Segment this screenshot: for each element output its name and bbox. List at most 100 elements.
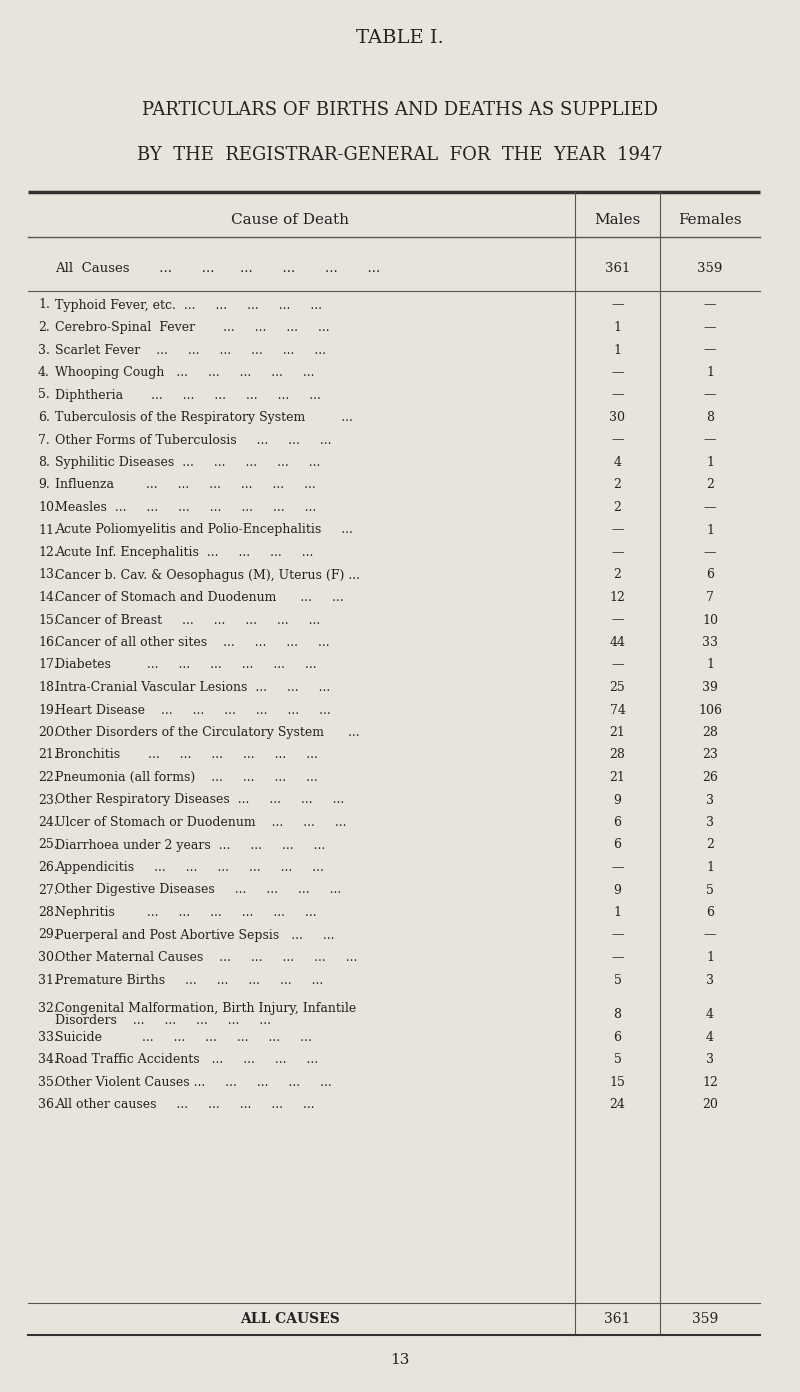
Text: 5.: 5. xyxy=(38,388,50,401)
Text: Other Violent Causes ...     ...     ...     ...     ...: Other Violent Causes ... ... ... ... ... xyxy=(55,1076,332,1089)
Text: —: — xyxy=(611,546,624,560)
Text: —: — xyxy=(704,546,716,560)
Text: 1: 1 xyxy=(614,344,622,356)
Text: —: — xyxy=(704,388,716,401)
Text: Appendicitis     ...     ...     ...     ...     ...     ...: Appendicitis ... ... ... ... ... ... xyxy=(55,862,324,874)
Text: 1: 1 xyxy=(614,322,622,334)
Text: 9.: 9. xyxy=(38,479,50,491)
Text: Males: Males xyxy=(594,213,641,227)
Text: 4: 4 xyxy=(614,457,622,469)
Text: 1: 1 xyxy=(706,523,714,536)
Text: 22.: 22. xyxy=(38,771,58,784)
Text: 6: 6 xyxy=(614,816,622,830)
Text: Nephritis        ...     ...     ...     ...     ...     ...: Nephritis ... ... ... ... ... ... xyxy=(55,906,317,919)
Text: 361: 361 xyxy=(605,263,630,276)
Text: 21.: 21. xyxy=(38,749,58,761)
Text: Cancer of Breast     ...     ...     ...     ...     ...: Cancer of Breast ... ... ... ... ... xyxy=(55,614,320,626)
Text: 26.: 26. xyxy=(38,862,58,874)
Text: Heart Disease    ...     ...     ...     ...     ...     ...: Heart Disease ... ... ... ... ... ... xyxy=(55,703,330,717)
Text: 18.: 18. xyxy=(38,681,58,695)
Text: 9: 9 xyxy=(614,884,622,896)
Text: TABLE I.: TABLE I. xyxy=(356,29,444,47)
Text: 7: 7 xyxy=(706,592,714,604)
Text: —: — xyxy=(611,928,624,941)
Text: Tuberculosis of the Respiratory System         ...: Tuberculosis of the Respiratory System .… xyxy=(55,411,353,425)
Text: Cancer of Stomach and Duodenum      ...     ...: Cancer of Stomach and Duodenum ... ... xyxy=(55,592,344,604)
Text: 20: 20 xyxy=(702,1098,718,1111)
Text: BY  THE  REGISTRAR-GENERAL  FOR  THE  YEAR  1947: BY THE REGISTRAR-GENERAL FOR THE YEAR 19… xyxy=(137,146,663,164)
Text: 24: 24 xyxy=(610,1098,626,1111)
Text: —: — xyxy=(704,433,716,447)
Text: 7.: 7. xyxy=(38,433,50,447)
Text: 1: 1 xyxy=(706,457,714,469)
Text: ALL CAUSES: ALL CAUSES xyxy=(240,1313,340,1327)
Text: Disorders    ...     ...     ...     ...     ...: Disorders ... ... ... ... ... xyxy=(55,1013,271,1027)
Text: Ulcer of Stomach or Duodenum    ...     ...     ...: Ulcer of Stomach or Duodenum ... ... ... xyxy=(55,816,346,830)
Text: 25: 25 xyxy=(610,681,626,695)
Text: 39: 39 xyxy=(702,681,718,695)
Text: 15.: 15. xyxy=(38,614,58,626)
Text: 5: 5 xyxy=(706,884,714,896)
Text: 12: 12 xyxy=(702,1076,718,1089)
Text: 4: 4 xyxy=(706,1008,714,1020)
Text: —: — xyxy=(611,366,624,379)
Text: Diabetes         ...     ...     ...     ...     ...     ...: Diabetes ... ... ... ... ... ... xyxy=(55,658,317,671)
Text: Acute Inf. Encephalitis  ...     ...     ...     ...: Acute Inf. Encephalitis ... ... ... ... xyxy=(55,546,314,560)
Text: Cerebro-Spinal  Fever       ...     ...     ...     ...: Cerebro-Spinal Fever ... ... ... ... xyxy=(55,322,330,334)
Text: 2: 2 xyxy=(614,479,622,491)
Text: 14.: 14. xyxy=(38,592,58,604)
Text: 1.: 1. xyxy=(38,298,50,312)
Text: 8: 8 xyxy=(614,1008,622,1020)
Text: 25.: 25. xyxy=(38,838,58,852)
Text: Cancer b. Cav. & Oesophagus (M), Uterus (F) ...: Cancer b. Cav. & Oesophagus (M), Uterus … xyxy=(55,568,360,582)
Text: 3: 3 xyxy=(706,973,714,987)
Text: 30: 30 xyxy=(610,411,626,425)
Text: 32.: 32. xyxy=(38,1002,58,1015)
Text: Females: Females xyxy=(678,213,742,227)
Text: 10: 10 xyxy=(702,614,718,626)
Text: —: — xyxy=(704,344,716,356)
Text: Other Maternal Causes    ...     ...     ...     ...     ...: Other Maternal Causes ... ... ... ... ..… xyxy=(55,951,358,965)
Text: 6: 6 xyxy=(614,1031,622,1044)
Text: Intra-Cranial Vascular Lesions  ...     ...     ...: Intra-Cranial Vascular Lesions ... ... .… xyxy=(55,681,330,695)
Text: —: — xyxy=(611,614,624,626)
Text: Influenza        ...     ...     ...     ...     ...     ...: Influenza ... ... ... ... ... ... xyxy=(55,479,316,491)
Text: 2: 2 xyxy=(706,838,714,852)
Text: —: — xyxy=(611,951,624,965)
Text: 33.: 33. xyxy=(38,1031,58,1044)
Text: 13: 13 xyxy=(390,1353,410,1367)
Text: Road Traffic Accidents   ...     ...     ...     ...: Road Traffic Accidents ... ... ... ... xyxy=(55,1054,318,1066)
Text: 13.: 13. xyxy=(38,568,58,582)
Text: 23: 23 xyxy=(702,749,718,761)
Text: —: — xyxy=(704,928,716,941)
Text: —: — xyxy=(611,388,624,401)
Text: —: — xyxy=(611,298,624,312)
Text: 3: 3 xyxy=(706,1054,714,1066)
Text: 17.: 17. xyxy=(38,658,58,671)
Text: Puerperal and Post Abortive Sepsis   ...     ...: Puerperal and Post Abortive Sepsis ... .… xyxy=(55,928,334,941)
Text: 16.: 16. xyxy=(38,636,58,649)
Text: 1: 1 xyxy=(706,862,714,874)
Text: 5: 5 xyxy=(614,1054,622,1066)
Text: 20.: 20. xyxy=(38,727,58,739)
Text: 23.: 23. xyxy=(38,793,58,806)
Text: 28.: 28. xyxy=(38,906,58,919)
Text: 34.: 34. xyxy=(38,1054,58,1066)
Text: 359: 359 xyxy=(698,263,722,276)
Text: All  Causes       ...       ...      ...       ...       ...       ...: All Causes ... ... ... ... ... ... xyxy=(55,263,380,276)
Text: Other Digestive Diseases     ...     ...     ...     ...: Other Digestive Diseases ... ... ... ... xyxy=(55,884,342,896)
Text: 21: 21 xyxy=(610,771,626,784)
Text: All other causes     ...     ...     ...     ...     ...: All other causes ... ... ... ... ... xyxy=(55,1098,314,1111)
Text: 6: 6 xyxy=(614,838,622,852)
Text: 21: 21 xyxy=(610,727,626,739)
Text: —: — xyxy=(704,322,716,334)
Text: Cause of Death: Cause of Death xyxy=(231,213,349,227)
Text: 15: 15 xyxy=(610,1076,626,1089)
Text: 27.: 27. xyxy=(38,884,58,896)
Text: Bronchitis       ...     ...     ...     ...     ...     ...: Bronchitis ... ... ... ... ... ... xyxy=(55,749,318,761)
Text: Other Disorders of the Circulatory System      ...: Other Disorders of the Circulatory Syste… xyxy=(55,727,360,739)
Text: 31.: 31. xyxy=(38,973,58,987)
Text: —: — xyxy=(704,298,716,312)
Text: 8: 8 xyxy=(706,411,714,425)
Text: Diphtheria       ...     ...     ...     ...     ...     ...: Diphtheria ... ... ... ... ... ... xyxy=(55,388,321,401)
